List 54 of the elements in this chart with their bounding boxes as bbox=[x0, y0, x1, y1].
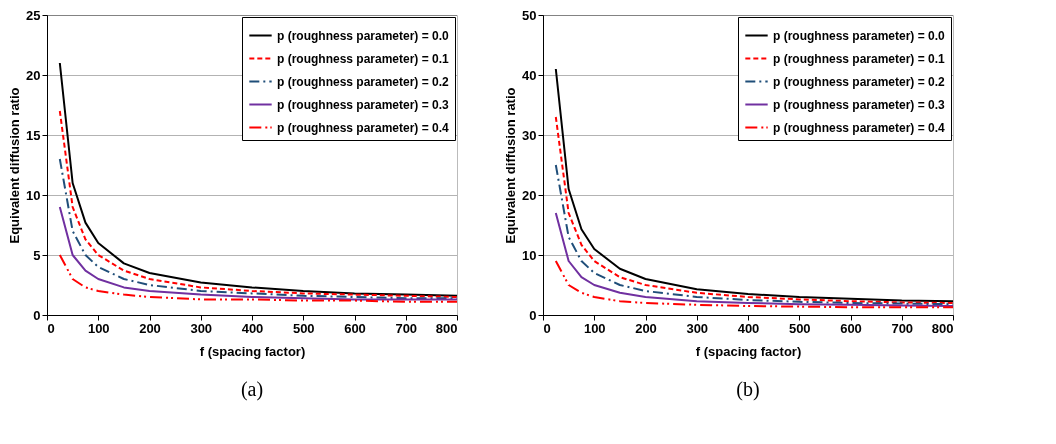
x-tick-label: 0 bbox=[543, 320, 551, 336]
x-tick-label: 0 bbox=[47, 320, 55, 336]
legend-label: p (roughness parameter) = 0.0 bbox=[773, 28, 946, 43]
legend-label: p (roughness parameter) = 0.3 bbox=[773, 97, 946, 112]
y-tick-label: 5 bbox=[33, 247, 41, 263]
x-tick-label: 700 bbox=[891, 320, 914, 336]
x-tick-label: 400 bbox=[737, 320, 760, 336]
y-tick-label: 15 bbox=[26, 127, 41, 143]
line-series bbox=[554, 68, 954, 303]
x-tick-label: 600 bbox=[344, 320, 366, 336]
y-tick-label: 30 bbox=[522, 127, 537, 143]
line-series bbox=[58, 254, 458, 303]
legend-label: p (roughness parameter) = 0.4 bbox=[277, 120, 450, 135]
y-tick-label: 0 bbox=[529, 307, 537, 323]
y-tick-label: 10 bbox=[522, 247, 537, 263]
legend-label: p (roughness parameter) = 0.4 bbox=[773, 120, 946, 135]
x-tick-label: 500 bbox=[788, 320, 811, 336]
legend-label: p (roughness parameter) = 0.1 bbox=[277, 51, 450, 66]
x-tick-label: 800 bbox=[931, 320, 954, 336]
y-tick-label: 50 bbox=[522, 7, 537, 23]
line-series bbox=[554, 164, 954, 306]
legend-label: p (roughness parameter) = 0.1 bbox=[773, 51, 946, 66]
x-axis-title: f (spacing factor) bbox=[695, 343, 802, 359]
x-tick-label: 500 bbox=[292, 320, 315, 336]
y-tick-label: 25 bbox=[26, 7, 41, 23]
y-axis-title: Equivalent diffusion ratio bbox=[503, 87, 519, 244]
legend-label: p (roughness parameter) = 0.2 bbox=[277, 74, 450, 89]
x-axis-title: f (spacing factor) bbox=[199, 343, 306, 359]
text: (a) bbox=[240, 378, 264, 401]
y-tick-label: 40 bbox=[522, 67, 537, 83]
legend-label: p (roughness parameter) = 0.3 bbox=[277, 97, 450, 112]
legend-label: p (roughness parameter) = 0.2 bbox=[773, 74, 946, 89]
y-tick-label: 20 bbox=[26, 67, 41, 83]
x-tick-label: 100 bbox=[583, 320, 606, 336]
line-series bbox=[554, 212, 954, 307]
x-tick-label: 300 bbox=[686, 320, 709, 336]
y-tick-label: 0 bbox=[33, 307, 41, 323]
x-tick-label: 800 bbox=[435, 320, 458, 336]
x-tick-label: 400 bbox=[241, 320, 264, 336]
line-series bbox=[554, 260, 954, 309]
x-tick-label: 200 bbox=[139, 320, 161, 336]
x-tick-label: 600 bbox=[840, 320, 862, 336]
x-tick-label: 300 bbox=[190, 320, 213, 336]
line-series bbox=[554, 116, 954, 304]
x-tick-label: 100 bbox=[87, 320, 110, 336]
x-tick-label: 200 bbox=[635, 320, 657, 336]
y-tick-label: 20 bbox=[522, 187, 537, 203]
legend-label: p (roughness parameter) = 0.0 bbox=[277, 28, 450, 43]
y-axis-title: Equivalent diffusion ratio bbox=[7, 87, 23, 244]
text: (b) bbox=[736, 378, 760, 401]
line-series bbox=[58, 110, 458, 298]
line-series bbox=[58, 206, 458, 301]
x-tick-label: 700 bbox=[395, 320, 418, 336]
y-tick-label: 10 bbox=[26, 187, 41, 203]
